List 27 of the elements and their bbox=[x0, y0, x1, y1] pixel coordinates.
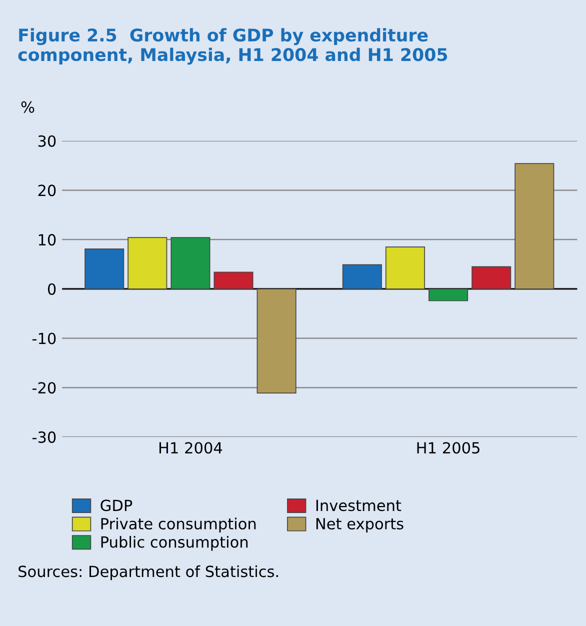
y-tick-label: -30 bbox=[32, 431, 56, 443]
bar bbox=[128, 237, 168, 290]
bar bbox=[472, 266, 512, 290]
chart-title: Figure 2.5 Growth of GDP by expenditure component, Malaysia, H1 2004 and H1 2005 bbox=[18, 28, 448, 65]
y-tick-label: 30 bbox=[38, 135, 56, 147]
bar bbox=[514, 163, 554, 290]
legend-label: Private consumption bbox=[101, 518, 256, 532]
bar bbox=[428, 288, 468, 302]
legend-label: Investment bbox=[316, 500, 402, 512]
y-tick-label: -10 bbox=[32, 332, 56, 344]
y-axis-title: % bbox=[21, 101, 34, 113]
legend-label: GDP bbox=[100, 500, 132, 512]
bar bbox=[256, 288, 296, 394]
x-tick-label: H1 2005 bbox=[417, 442, 480, 454]
y-tick-label: 10 bbox=[38, 234, 56, 246]
bar bbox=[84, 248, 124, 290]
x-tick-label: H1 2004 bbox=[159, 442, 222, 454]
bar bbox=[385, 246, 425, 290]
bar bbox=[170, 237, 210, 290]
y-tick-label: -20 bbox=[32, 382, 56, 394]
legend-label: Public consumption bbox=[101, 536, 248, 551]
bar bbox=[342, 264, 382, 290]
bar bbox=[214, 272, 254, 290]
legend-label: Net exports bbox=[316, 518, 404, 532]
y-tick-label: 20 bbox=[38, 184, 56, 196]
source-note: Sources: Department of Statistics. bbox=[18, 565, 278, 580]
y-tick-label: 0 bbox=[48, 283, 56, 295]
